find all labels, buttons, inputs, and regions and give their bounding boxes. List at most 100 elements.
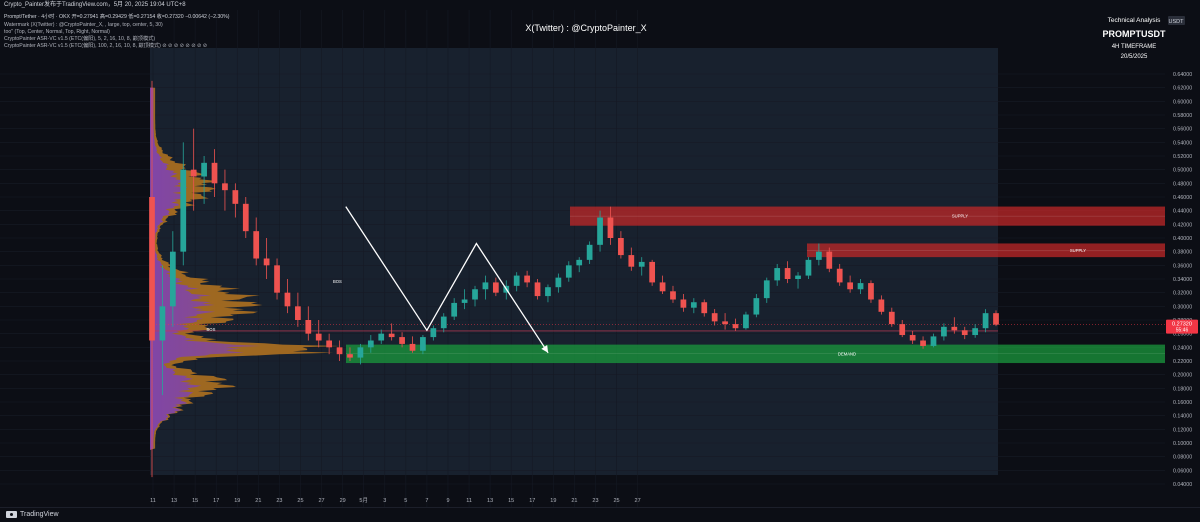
- bos-label: BOS: [207, 327, 216, 332]
- info-label: Technical Analysis: [1108, 17, 1161, 24]
- last-price-tag: 0.27320 55:46: [1166, 319, 1198, 334]
- price-tick-label: 0.22000: [1173, 359, 1192, 365]
- candle: [430, 328, 437, 338]
- price-tick-label: 0.52000: [1173, 154, 1192, 160]
- candle: [440, 316, 447, 329]
- time-tick-label: 3: [383, 498, 386, 504]
- candle: [565, 265, 572, 278]
- candle: [930, 336, 937, 346]
- price-chart[interactable]: SUPPLY SUPPLY DEMAND BOS BOS X(Twitter) : @…: [0, 10, 1200, 507]
- candle: [847, 282, 853, 290]
- brand-text: TradingView: [20, 511, 59, 518]
- candle: [784, 268, 791, 279]
- candle: [169, 251, 176, 307]
- profile-orange: [150, 87, 342, 450]
- candle: [868, 283, 874, 300]
- price-tick-label: 0.12000: [1173, 427, 1192, 433]
- zone-label: DEMAND: [838, 351, 856, 356]
- candle: [305, 320, 312, 334]
- info-timeframe: 4H TIMEFRAME: [1112, 44, 1157, 50]
- profile-purple: [150, 87, 261, 450]
- candle: [732, 324, 739, 329]
- candle: [336, 347, 343, 355]
- price-tick-label: 0.06000: [1173, 468, 1192, 474]
- candle: [513, 275, 520, 286]
- candle: [451, 302, 458, 317]
- price-tick-label: 0.34000: [1173, 277, 1192, 283]
- candle: [211, 162, 218, 184]
- candle: [482, 282, 489, 290]
- time-tick-label: 27: [318, 498, 324, 504]
- candle: [534, 282, 541, 297]
- legend-line-4: CryptoPainter ASR-VC v1.5 (ETC(偏阳), 5, 2…: [4, 34, 155, 42]
- candle: [836, 268, 843, 283]
- candle: [367, 340, 374, 348]
- info-symbol: PROMPTUSDT: [1103, 29, 1167, 39]
- candle: [659, 282, 666, 292]
- bar-countdown: 55:46: [1176, 328, 1189, 334]
- candle: [357, 347, 364, 358]
- time-tick-label: 27: [635, 498, 641, 504]
- candle: [180, 169, 187, 252]
- candle: [378, 333, 385, 341]
- candle: [920, 340, 926, 346]
- price-tick-label: 0.04000: [1173, 482, 1192, 488]
- price-tick-label: 0.24000: [1173, 345, 1192, 351]
- price-pattern-line: [345, 206, 549, 354]
- price-tick-label: 0.30000: [1173, 304, 1192, 310]
- zone-supply: [807, 243, 1165, 258]
- price-tick-label: 0.16000: [1173, 400, 1192, 406]
- time-tick-label: 5: [404, 498, 407, 504]
- supply-demand-zones: SUPPLY SUPPLY DEMAND: [346, 206, 1165, 364]
- candle: [899, 324, 906, 336]
- arrow-head-icon: [541, 345, 549, 353]
- time-tick-label: 25: [613, 498, 619, 504]
- time-tick-label: 25: [297, 498, 303, 504]
- candle: [284, 292, 291, 307]
- price-tick-label: 0.60000: [1173, 99, 1192, 105]
- candle: [618, 238, 624, 256]
- zone-supply: [570, 206, 1165, 226]
- price-tick-label: 0.32000: [1173, 291, 1192, 297]
- footer: TradingView: [0, 507, 1200, 522]
- candle: [472, 289, 478, 300]
- candle: [774, 268, 781, 281]
- candle: [753, 298, 760, 315]
- candle: [701, 302, 708, 314]
- time-tick-label: 21: [571, 498, 577, 504]
- price-tick-label: 0.58000: [1173, 113, 1192, 119]
- time-axis[interactable]: 11 13 15 17 19 21 23 25 27 29 5月 3 5 7 9 11 13 15 17 19 21 23…: [150, 497, 641, 504]
- time-tick-label: 21: [255, 498, 261, 504]
- price-tick-label: 0.44000: [1173, 209, 1192, 215]
- candle: [795, 275, 801, 279]
- info-date: 20/5/2025: [1121, 54, 1148, 60]
- candle: [326, 340, 333, 348]
- time-tick-label: 11: [150, 498, 156, 504]
- time-tick-label: 15: [192, 498, 198, 504]
- candle: [190, 169, 197, 177]
- zone-demand: [346, 344, 1165, 364]
- candle: [638, 261, 645, 267]
- candle: [597, 217, 603, 245]
- price-tick-label: 0.08000: [1173, 455, 1192, 461]
- candle: [263, 258, 270, 266]
- currency-label: USDT: [1169, 19, 1185, 25]
- candle: [555, 277, 562, 288]
- candle: [993, 313, 999, 325]
- candle: [680, 299, 687, 308]
- price-axis[interactable]: USDT 0.64000 0.62000 0.60000 0.58000 0.56000…: [1166, 10, 1200, 507]
- analysis-area: [150, 48, 998, 475]
- candle: [576, 259, 583, 266]
- last-price-value: 0.27320: [1172, 322, 1192, 328]
- time-tick-label: 13: [171, 498, 177, 504]
- candle: [763, 280, 770, 299]
- candle: [607, 217, 614, 238]
- zone-label: SUPPLY: [1070, 248, 1086, 253]
- publish-header: Crypto_Painter发布于TradingView.com，5月 20, …: [0, 0, 1200, 10]
- price-tick-label: 0.14000: [1173, 414, 1192, 420]
- candle: [951, 326, 958, 331]
- candle: [982, 313, 989, 329]
- legend-line-3: too" (Top, Center, Normal, Top, Right, N…: [4, 29, 110, 35]
- candle: [888, 311, 895, 325]
- bos-label: BOS: [333, 279, 342, 284]
